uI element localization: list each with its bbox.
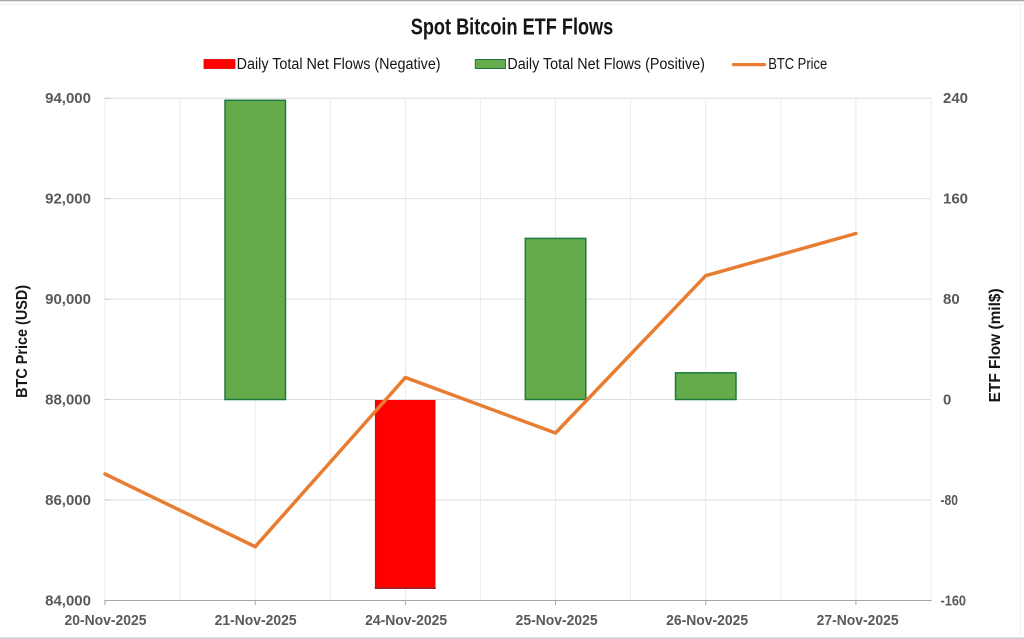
svg-text:BTC Price: BTC Price [768, 56, 827, 73]
svg-text:0: 0 [943, 392, 951, 409]
svg-text:240: 240 [943, 90, 968, 107]
svg-text:21-Nov-2025: 21-Nov-2025 [215, 612, 297, 629]
svg-text:20-Nov-2025: 20-Nov-2025 [65, 612, 147, 629]
svg-text:-160: -160 [941, 592, 967, 609]
svg-text:Daily Total Net Flows (Negativ: Daily Total Net Flows (Negative) [237, 56, 441, 73]
svg-text:86,000: 86,000 [45, 492, 91, 509]
svg-text:92,000: 92,000 [45, 191, 91, 208]
svg-text:80: 80 [943, 291, 960, 308]
svg-text:27-Nov-2025: 27-Nov-2025 [817, 612, 899, 629]
svg-text:84,000: 84,000 [45, 592, 91, 609]
svg-text:Spot Bitcoin ETF Flows: Spot Bitcoin ETF Flows [411, 14, 614, 40]
svg-text:25-Nov-2025: 25-Nov-2025 [516, 612, 598, 629]
svg-text:BTC Price (USD): BTC Price (USD) [14, 285, 31, 398]
svg-text:160: 160 [943, 191, 968, 208]
svg-text:-80: -80 [941, 492, 959, 509]
svg-text:94,000: 94,000 [45, 90, 91, 107]
svg-text:Daily Total Net Flows (Positiv: Daily Total Net Flows (Positive) [507, 56, 705, 73]
svg-text:90,000: 90,000 [45, 291, 91, 308]
svg-text:24-Nov-2025: 24-Nov-2025 [365, 612, 447, 629]
svg-text:ETF Flow (mil$): ETF Flow (mil$) [987, 288, 1004, 402]
svg-text:88,000: 88,000 [45, 392, 91, 409]
svg-text:26-Nov-2025: 26-Nov-2025 [666, 612, 748, 629]
